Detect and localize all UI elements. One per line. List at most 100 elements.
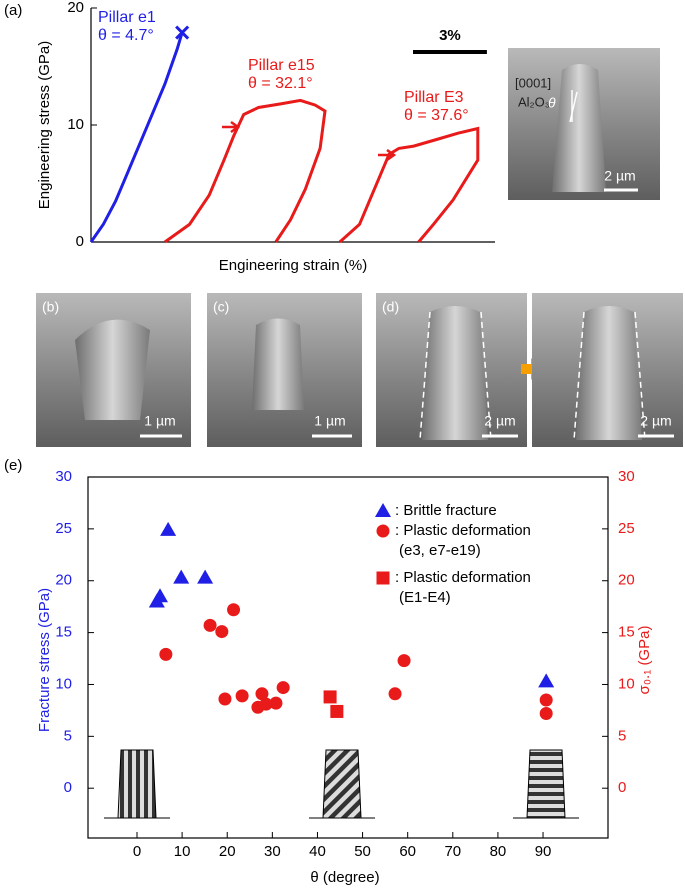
plot-frame xyxy=(87,476,609,839)
triangle-marker xyxy=(148,593,165,608)
y-tick-label: 0 xyxy=(76,233,84,250)
y2-tick-label: 5 xyxy=(618,727,626,744)
legend-entry: : Plastic deformation xyxy=(395,522,531,539)
y-tick-label: 10 xyxy=(67,116,84,133)
y2-tick-label: 0 xyxy=(618,779,626,796)
legend-entry: (e3, e7-e19) xyxy=(399,542,481,559)
outline xyxy=(573,311,646,441)
pillar-shape xyxy=(576,306,642,440)
image-panel: (c) 1 µm xyxy=(207,293,362,447)
scale-bar-label: 3% xyxy=(439,27,461,44)
image-label: (b) xyxy=(42,299,59,315)
y-tick-label: 30 xyxy=(55,468,72,485)
x-tick-label: 90 xyxy=(535,843,552,860)
series-annotation: θ = 37.6° xyxy=(404,107,469,124)
y2-axis-title: σ₀.₁ (GPa) xyxy=(636,626,653,695)
scale-bar-label: 2 µm xyxy=(604,168,635,184)
circle-marker xyxy=(159,647,173,661)
x-tick-label: 80 xyxy=(490,843,507,860)
x-tick-label: 30 xyxy=(264,843,281,860)
pillar-shape xyxy=(422,306,488,440)
image-label: (c) xyxy=(213,299,229,315)
circle-marker xyxy=(259,697,273,711)
inset-direction: [0001] xyxy=(515,75,551,90)
panel-label: (a) xyxy=(4,2,22,19)
x-axis-title: Engineering strain (%) xyxy=(219,257,367,274)
y2-tick-label: 10 xyxy=(618,675,635,692)
pillar-icon xyxy=(117,749,157,819)
circle-marker xyxy=(539,693,553,707)
inset-material: Al₂O₃ xyxy=(518,94,550,109)
angle-line xyxy=(569,91,578,123)
scale-bar-label: 1 µm xyxy=(144,413,175,429)
y-tick-label: 20 xyxy=(55,572,72,589)
image-panel: (b) 1 µm xyxy=(36,293,191,447)
circle-marker xyxy=(397,654,411,668)
pillar-icon xyxy=(526,749,566,819)
stress-strain-curve xyxy=(338,126,480,244)
pillar-icon xyxy=(322,749,362,819)
y-tick-label: 10 xyxy=(55,675,72,692)
legend-entry: (E1-E4) xyxy=(399,589,451,606)
y-tick-label: 5 xyxy=(64,727,72,744)
square-marker xyxy=(323,690,337,704)
triangle-marker xyxy=(538,673,555,688)
image-label: (d) xyxy=(382,299,399,315)
inset-angle: θ xyxy=(548,95,556,111)
circle-marker xyxy=(218,692,232,706)
square-marker xyxy=(330,704,344,718)
triangle-marker xyxy=(160,521,177,536)
arrow xyxy=(521,358,542,380)
circle-marker xyxy=(255,687,269,701)
y-tick-label: 25 xyxy=(55,520,72,537)
x-tick-label: 0 xyxy=(133,843,141,860)
triangle-marker xyxy=(173,569,190,584)
panel-label: (e) xyxy=(4,457,22,474)
x-axis-title: θ (degree) xyxy=(310,869,379,886)
series-label: Pillar e15 xyxy=(248,57,315,74)
stress-strain-curve xyxy=(89,32,184,243)
scale-bar-label: 1 µm xyxy=(314,413,345,429)
circle-marker xyxy=(227,603,241,617)
series-label: Pillar e1 xyxy=(98,9,156,26)
y2-tick-label: 20 xyxy=(618,572,635,589)
series-annotation: θ = 4.7° xyxy=(98,27,154,44)
triangle-marker xyxy=(197,569,214,584)
scale-bar-label: 2 µm xyxy=(640,413,671,429)
y2-tick-label: 15 xyxy=(618,624,635,641)
image-panel: 2 µm xyxy=(532,293,683,447)
x-tick-label: 40 xyxy=(309,843,326,860)
image-panel: (d) 2 µm xyxy=(376,293,527,447)
circle-marker xyxy=(235,689,249,703)
legend-marker xyxy=(376,524,390,538)
fractured-pillar xyxy=(75,319,150,420)
outline xyxy=(419,311,492,441)
inset-image: [0001] Al₂O₃ θ 2 µm xyxy=(508,48,660,200)
series-annotation: θ = 32.1° xyxy=(248,75,313,92)
circle-marker xyxy=(269,696,283,710)
pillar-shape xyxy=(252,318,304,410)
y-axis-title: Engineering stress (GPa) xyxy=(36,41,53,209)
legend-entry: : Plastic deformation xyxy=(395,569,531,586)
x-tick-label: 10 xyxy=(174,843,191,860)
fracture-marker xyxy=(175,25,190,40)
y-tick-label: 15 xyxy=(55,624,72,641)
y2-tick-label: 25 xyxy=(618,520,635,537)
y-axis-title: Fracture stress (GPa) xyxy=(36,588,53,732)
scale-bar-label: 2 µm xyxy=(484,413,515,429)
legend-marker xyxy=(375,503,391,517)
y-tick-label: 20 xyxy=(67,0,84,16)
circle-marker xyxy=(203,618,217,632)
x-tick-label: 20 xyxy=(219,843,236,860)
legend-entry: : Brittle fracture xyxy=(395,502,497,519)
circle-marker xyxy=(388,687,402,701)
pillar-icons xyxy=(104,749,579,819)
y2-tick-label: 30 xyxy=(618,468,635,485)
circle-marker xyxy=(215,625,229,639)
x-tick-label: 50 xyxy=(354,843,371,860)
x-tick-label: 70 xyxy=(444,843,461,860)
legend-marker xyxy=(376,571,390,585)
y-tick-label: 0 xyxy=(64,779,72,796)
